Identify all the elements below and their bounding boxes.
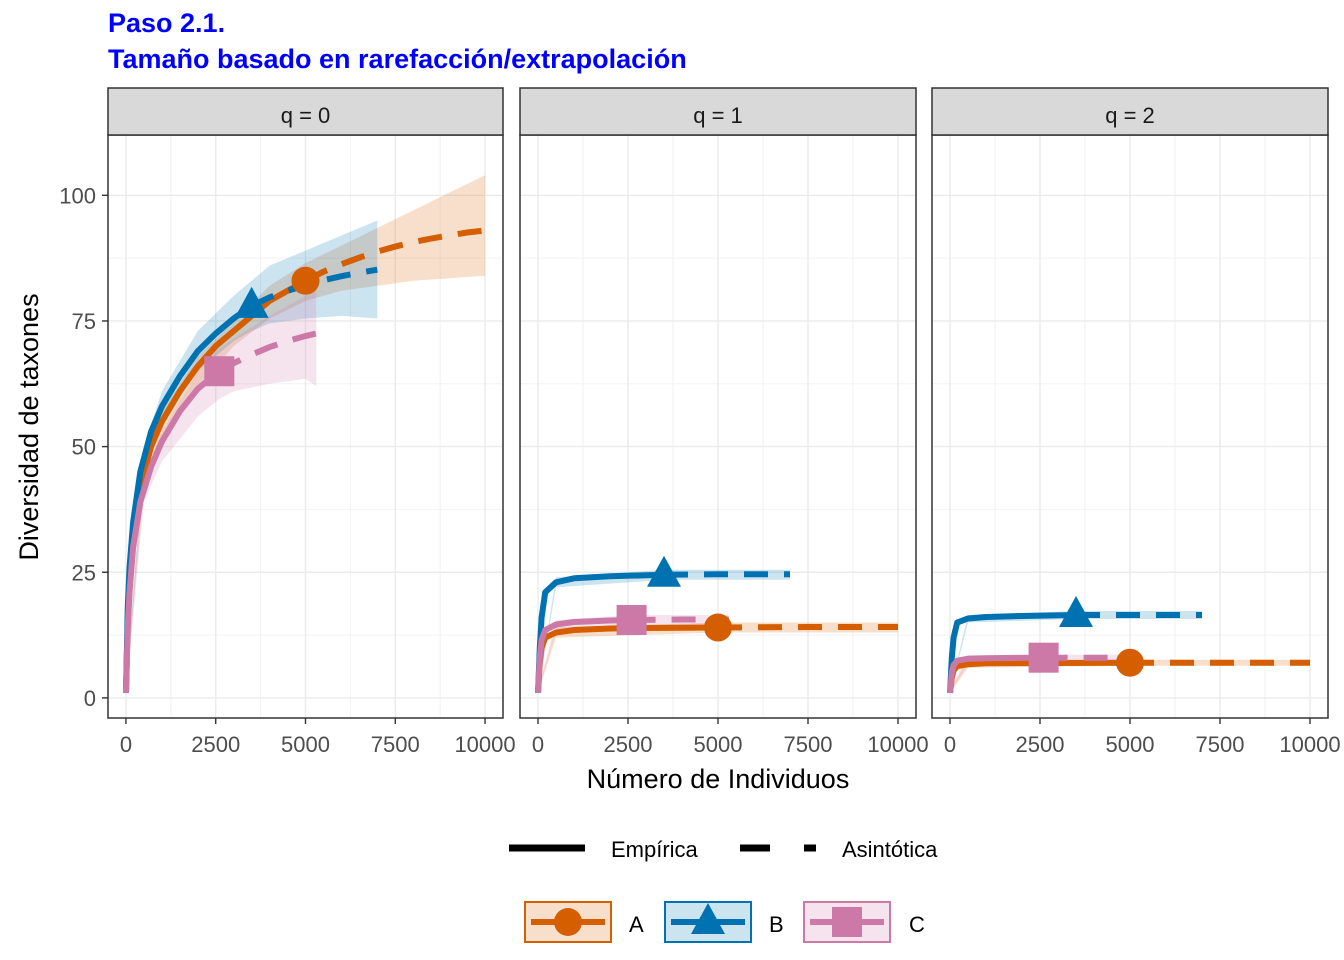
facet-strip-label: q = 0	[281, 103, 331, 128]
group-legend: A B C	[524, 901, 925, 943]
point-B	[234, 286, 269, 318]
line-asintotica-B	[663, 571, 790, 578]
facet-strip-label: q = 2	[1105, 103, 1155, 128]
point-C	[616, 604, 647, 635]
x-tick-label: 7500	[371, 732, 420, 757]
facet-strip	[931, 87, 1329, 136]
facet-strip-label: q = 1	[693, 103, 743, 128]
panel-2: q = 1 0 2500 5000 7500 10000	[519, 87, 929, 757]
x-axis-title: Número de Individuos	[587, 764, 850, 794]
x-tick-label: 5000	[281, 732, 330, 757]
x-tick-label: 0	[532, 732, 544, 757]
x-tick-label: 2500	[604, 732, 653, 757]
x-tick-label: 7500	[1196, 732, 1245, 757]
y-tick-label: 25	[72, 560, 96, 585]
panel-data	[535, 555, 898, 694]
legend-label-B: B	[769, 912, 784, 937]
x-tick-label: 10000	[1279, 732, 1340, 757]
y-tick-label: 50	[72, 435, 96, 460]
y-axis-title: Diversidad de taxones	[14, 293, 44, 560]
x-tick-label: 5000	[694, 732, 743, 757]
y-tick-label: 0	[84, 686, 96, 711]
panel-1: q = 0 0 2500 5000 7500 10000 0 25 50 75 100	[59, 87, 516, 757]
legend-label-C: C	[909, 912, 925, 937]
x-tick-label: 5000	[1106, 732, 1155, 757]
x-tick-label: 10000	[867, 732, 928, 757]
x-tick-label: 0	[944, 732, 956, 757]
point-B	[1059, 595, 1093, 627]
panel-3: q = 2 0 2500 5000 7500 10000	[931, 87, 1341, 757]
chart-title-line2: Tamaño basado en rarefacción/extrapolaci…	[108, 44, 687, 74]
panel-data	[122, 175, 486, 693]
facet-strip	[519, 87, 917, 136]
line-empirica-C	[122, 368, 222, 693]
legend-key-point-B	[691, 903, 725, 934]
chart-title-line1: Paso 2.1.	[108, 8, 226, 38]
line-asintotica-A	[717, 624, 898, 631]
y-tick-label: 75	[72, 309, 96, 334]
panel-data	[947, 595, 1310, 694]
facet-strip	[107, 87, 504, 136]
legend-label-A: A	[629, 912, 644, 937]
legend-label-asintotica: Asintótica	[842, 837, 938, 862]
x-tick-label: 2500	[191, 732, 240, 757]
line-asintotica-B	[250, 266, 378, 309]
x-tick-label: 0	[120, 732, 132, 757]
point-A	[704, 613, 732, 642]
legend-key-point-C	[832, 907, 862, 937]
line-empirica-C	[947, 654, 1044, 694]
x-tick-label: 7500	[784, 732, 833, 757]
x-tick-label: 2500	[1016, 732, 1065, 757]
line-empirica-B	[947, 611, 1077, 694]
point-A	[1116, 648, 1144, 677]
line-asintotica-A	[304, 227, 486, 284]
legend-label-empirica: Empírica	[611, 837, 699, 862]
line-empirica-C	[535, 616, 632, 694]
point-B	[647, 555, 681, 587]
point-A	[291, 266, 320, 295]
point-C	[204, 356, 235, 387]
y-tick-label: 100	[59, 183, 96, 208]
legend-key-point-A	[554, 908, 582, 936]
point-C	[1028, 642, 1059, 673]
linetype-legend: Empírica Asintótica	[509, 837, 938, 862]
x-tick-label: 10000	[454, 732, 515, 757]
